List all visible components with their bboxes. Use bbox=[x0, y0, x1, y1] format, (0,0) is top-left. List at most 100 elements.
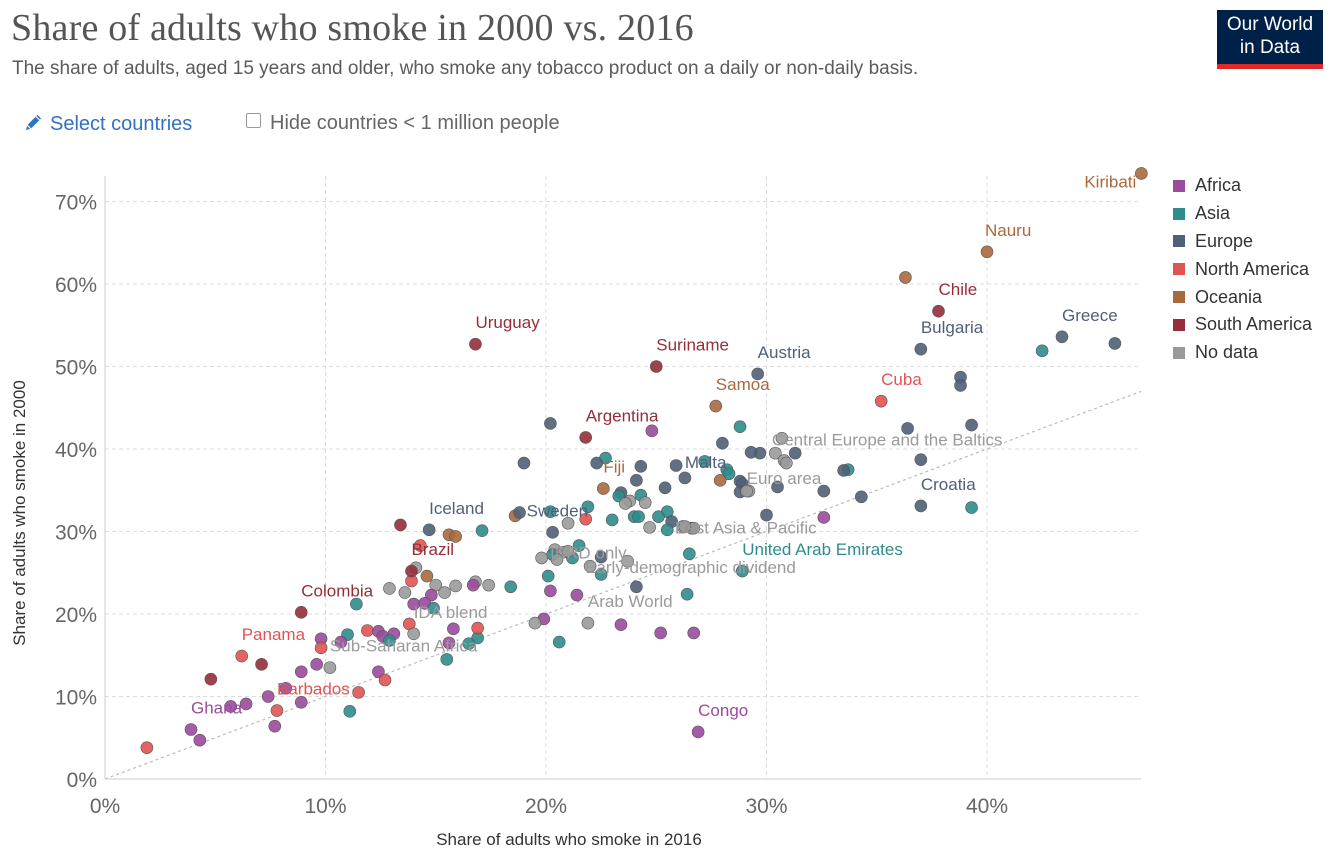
data-point-europe[interactable] bbox=[716, 436, 729, 450]
data-point-north-america[interactable] bbox=[471, 621, 484, 635]
data-point-africa[interactable] bbox=[817, 511, 831, 524]
data-point-oceania[interactable] bbox=[713, 474, 727, 487]
data-point-africa[interactable] bbox=[570, 588, 584, 602]
data-point-africa[interactable] bbox=[193, 733, 207, 747]
legend-item-no-data[interactable]: No data bbox=[1173, 339, 1312, 367]
data-point-north-america[interactable] bbox=[361, 624, 374, 637]
data-point-north-america[interactable] bbox=[235, 649, 249, 663]
data-point-africa[interactable] bbox=[268, 719, 282, 733]
data-point-europe[interactable] bbox=[658, 481, 672, 495]
data-point-north-america[interactable] bbox=[140, 741, 154, 754]
data-point-asia[interactable] bbox=[343, 705, 357, 718]
data-point-asia[interactable] bbox=[965, 501, 978, 514]
data-point-africa[interactable] bbox=[654, 626, 667, 640]
owid-logo[interactable]: Our World in Data bbox=[1217, 10, 1323, 69]
data-point-africa[interactable] bbox=[310, 658, 323, 671]
data-point-europe[interactable] bbox=[544, 417, 557, 430]
data-point-south-america[interactable] bbox=[469, 337, 482, 351]
data-point-no-data[interactable] bbox=[583, 559, 597, 573]
data-point-no-data[interactable] bbox=[535, 551, 548, 565]
data-point-asia[interactable] bbox=[632, 510, 645, 523]
data-point-no-data[interactable] bbox=[775, 431, 789, 445]
data-point-europe[interactable] bbox=[771, 480, 784, 494]
data-point-africa[interactable] bbox=[687, 626, 701, 640]
data-point-asia[interactable] bbox=[733, 420, 747, 434]
data-point-north-america[interactable] bbox=[579, 512, 592, 526]
data-point-asia[interactable] bbox=[504, 580, 518, 594]
data-point-europe[interactable] bbox=[1055, 330, 1069, 344]
select-countries-button[interactable]: Select countries bbox=[24, 112, 192, 136]
data-point-europe[interactable] bbox=[422, 523, 436, 537]
data-point-south-america[interactable] bbox=[294, 606, 308, 619]
data-point-europe[interactable] bbox=[513, 506, 526, 519]
data-point-asia[interactable] bbox=[683, 547, 696, 561]
data-point-no-data[interactable] bbox=[740, 484, 753, 498]
data-point-africa[interactable] bbox=[239, 697, 253, 711]
data-point-oceania[interactable] bbox=[420, 569, 434, 583]
data-point-asia[interactable] bbox=[1035, 344, 1049, 358]
data-point-europe[interactable] bbox=[837, 464, 850, 477]
data-point-asia[interactable] bbox=[427, 601, 440, 615]
legend-item-europe[interactable]: Europe bbox=[1173, 228, 1312, 256]
data-point-no-data[interactable] bbox=[528, 616, 542, 630]
data-point-africa[interactable] bbox=[691, 725, 705, 739]
legend-item-north-america[interactable]: North America bbox=[1173, 255, 1312, 283]
data-point-europe[interactable] bbox=[760, 508, 773, 522]
data-point-no-data[interactable] bbox=[621, 554, 634, 568]
data-point-asia[interactable] bbox=[735, 564, 749, 578]
data-point-no-data[interactable] bbox=[550, 553, 564, 566]
data-point-north-america[interactable] bbox=[874, 394, 888, 408]
data-point-europe[interactable] bbox=[634, 460, 648, 473]
data-point-europe[interactable] bbox=[1108, 337, 1122, 350]
legend-item-oceania[interactable]: Oceania bbox=[1173, 283, 1312, 311]
data-point-no-data[interactable] bbox=[407, 627, 421, 641]
data-point-asia[interactable] bbox=[383, 634, 396, 647]
data-point-asia[interactable] bbox=[541, 569, 555, 583]
data-point-no-data[interactable] bbox=[383, 582, 396, 595]
data-point-no-data[interactable] bbox=[561, 544, 575, 558]
data-point-north-america[interactable] bbox=[414, 539, 427, 552]
data-point-europe[interactable] bbox=[914, 499, 928, 513]
data-point-no-data[interactable] bbox=[438, 586, 451, 599]
data-point-no-data[interactable] bbox=[769, 446, 782, 460]
data-point-europe[interactable] bbox=[914, 342, 928, 356]
data-point-asia[interactable] bbox=[605, 513, 619, 527]
data-point-africa[interactable] bbox=[544, 584, 557, 598]
data-point-africa[interactable] bbox=[645, 424, 659, 438]
data-point-south-america[interactable] bbox=[405, 564, 418, 578]
legend-item-africa[interactable]: Africa bbox=[1173, 172, 1312, 200]
data-point-europe[interactable] bbox=[751, 367, 764, 381]
data-point-no-data[interactable] bbox=[581, 616, 595, 630]
data-point-europe[interactable] bbox=[678, 471, 692, 485]
data-point-africa[interactable] bbox=[279, 681, 293, 695]
data-point-oceania[interactable] bbox=[980, 245, 994, 259]
data-point-asia[interactable] bbox=[680, 587, 694, 601]
data-point-no-data[interactable] bbox=[398, 586, 412, 599]
data-point-asia[interactable] bbox=[660, 523, 674, 537]
data-point-north-america[interactable] bbox=[270, 704, 284, 717]
data-point-no-data[interactable] bbox=[323, 661, 337, 674]
data-point-south-america[interactable] bbox=[579, 431, 592, 444]
data-point-asia[interactable] bbox=[350, 597, 363, 611]
data-point-asia[interactable] bbox=[581, 500, 595, 514]
data-point-europe[interactable] bbox=[630, 474, 643, 487]
hide-small-countries-checkbox[interactable] bbox=[246, 113, 261, 128]
data-point-south-america[interactable] bbox=[649, 360, 663, 373]
data-point-africa[interactable] bbox=[442, 636, 456, 650]
data-point-no-data[interactable] bbox=[449, 579, 462, 593]
data-point-south-america[interactable] bbox=[255, 658, 268, 671]
data-point-africa[interactable] bbox=[184, 723, 198, 736]
data-point-asia[interactable] bbox=[475, 524, 489, 537]
data-point-north-america[interactable] bbox=[314, 641, 328, 655]
data-point-europe[interactable] bbox=[546, 526, 559, 539]
data-point-asia[interactable] bbox=[552, 635, 566, 649]
hide-small-countries-toggle[interactable]: Hide countries < 1 million people bbox=[246, 112, 560, 135]
data-point-south-america[interactable] bbox=[394, 518, 407, 532]
data-point-asia[interactable] bbox=[652, 510, 665, 523]
data-point-oceania[interactable] bbox=[597, 482, 610, 495]
data-point-europe[interactable] bbox=[914, 453, 928, 467]
data-point-south-america[interactable] bbox=[932, 304, 945, 318]
data-point-africa[interactable] bbox=[466, 578, 480, 592]
data-point-asia[interactable] bbox=[440, 653, 454, 666]
data-point-europe[interactable] bbox=[965, 418, 978, 432]
